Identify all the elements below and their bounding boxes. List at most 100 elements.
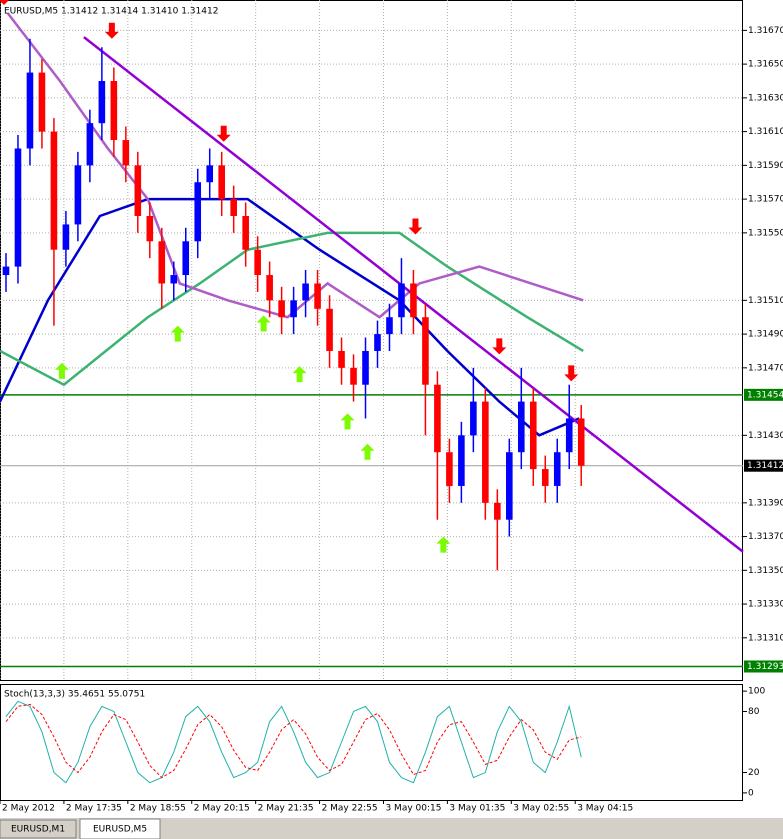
y-tick-label: 1.31330 <box>748 600 783 610</box>
tab[interactable] <box>0 819 77 839</box>
candle-body <box>182 241 190 276</box>
candle-body <box>541 469 549 486</box>
y-tick-label: 1.31350 <box>748 566 783 576</box>
tab-active[interactable] <box>79 818 161 839</box>
candle-body <box>434 384 441 453</box>
y-tick-label: 1.31310 <box>748 633 783 643</box>
candle-body <box>482 401 489 503</box>
candle-body <box>410 283 417 318</box>
tab-label[interactable]: EURUSD,M5 <box>93 825 147 835</box>
stoch-line <box>5 703 582 779</box>
stoch-tick-label: 0 <box>748 788 754 798</box>
up-arrow <box>292 366 307 383</box>
level-tag <box>744 388 783 401</box>
y-tick-label: 1.31630 <box>748 93 783 103</box>
candle-body <box>86 123 94 166</box>
candle-body <box>26 72 34 149</box>
candle-body <box>386 317 393 335</box>
candle-body <box>290 300 297 318</box>
level-tag <box>744 660 783 673</box>
down-arrow <box>216 125 231 142</box>
up-arrow <box>360 443 375 460</box>
candle-body <box>38 72 46 132</box>
candle-body <box>74 165 82 225</box>
candle-body <box>134 165 142 216</box>
candle-body <box>278 300 285 318</box>
candle-body <box>398 283 405 318</box>
candle-body <box>326 308 333 351</box>
stoch-tick-label: 100 <box>748 687 765 697</box>
y-tick-label: 1.31430 <box>748 431 783 441</box>
y-tick-label: 1.31650 <box>748 60 783 70</box>
candle-body <box>242 215 249 250</box>
up-arrow <box>256 315 271 332</box>
indicator-line <box>6 12 584 319</box>
main-frame <box>0 0 743 681</box>
candle-body <box>470 401 477 436</box>
y-tick-label: 1.31590 <box>748 161 783 171</box>
candle-body <box>446 452 453 486</box>
up-arrow <box>170 325 185 342</box>
y-tick-label: 1.31490 <box>748 330 783 340</box>
candle-body <box>458 435 465 486</box>
x-tick-label: 3 May 00:15 <box>385 804 441 814</box>
candle-body <box>122 140 130 166</box>
y-tick-label: 1.31570 <box>748 195 783 205</box>
up-arrow <box>436 536 451 553</box>
level-label: 1.31293 <box>747 662 783 672</box>
x-tick-label: 2 May 18:55 <box>130 804 186 814</box>
stoch-tick-label: 80 <box>748 707 760 717</box>
x-tick-label: 3 May 02:55 <box>513 804 569 814</box>
tab-bar <box>0 818 783 839</box>
candle-body <box>230 199 237 216</box>
candle-body <box>98 80 106 124</box>
candle-body <box>506 452 513 520</box>
candle-body <box>158 241 166 284</box>
stoch-frame <box>0 684 743 801</box>
candle-body <box>62 224 70 250</box>
x-tick-label: 2 May 22:55 <box>322 804 378 814</box>
down-arrow <box>492 338 507 355</box>
candle-body <box>518 401 525 453</box>
y-tick-label: 1.31550 <box>748 228 783 238</box>
candle-body <box>577 418 585 466</box>
candle-body <box>314 283 321 309</box>
candle-body <box>529 401 537 470</box>
candle-body <box>146 215 154 242</box>
tab-label[interactable]: EURUSD,M1 <box>11 825 65 835</box>
stoch-line <box>5 700 582 784</box>
current-label: 1.31412 <box>747 461 783 471</box>
y-tick-label: 1.31670 <box>748 26 783 36</box>
indicator-line <box>0 197 580 437</box>
y-tick-label: 1.31390 <box>748 498 783 508</box>
x-tick-label: 2 May 20:15 <box>194 804 250 814</box>
chart-title: EURUSD,M5 1.31412 1.31414 1.31410 1.3141… <box>4 7 218 17</box>
candle-body <box>302 283 309 301</box>
up-arrow <box>340 413 355 430</box>
candle-body <box>374 334 381 351</box>
candle-body <box>422 317 429 385</box>
x-tick-label: 2 May 2012 <box>2 804 55 814</box>
y-tick-label: 1.31470 <box>748 363 783 373</box>
y-tick-label: 1.31510 <box>748 296 783 306</box>
candle-body <box>110 80 118 141</box>
candle-body <box>218 165 225 200</box>
stoch-tick-label: 20 <box>748 768 760 778</box>
stoch-title: Stoch(13,3,3) 35.4651 55.0751 <box>4 690 145 700</box>
down-arrow <box>104 22 119 39</box>
candle-body <box>494 502 501 520</box>
candle-body <box>50 131 58 250</box>
candle-body <box>254 249 261 276</box>
candle-body <box>266 275 273 301</box>
candle-body <box>2 266 10 276</box>
down-arrow <box>408 218 423 235</box>
candle-body <box>206 165 214 183</box>
candle-body <box>350 367 357 385</box>
up-arrow <box>54 362 69 379</box>
indicator-line <box>0 231 584 387</box>
down-arrow <box>0 0 10 6</box>
candle-body <box>362 350 369 385</box>
down-arrow <box>564 365 579 382</box>
